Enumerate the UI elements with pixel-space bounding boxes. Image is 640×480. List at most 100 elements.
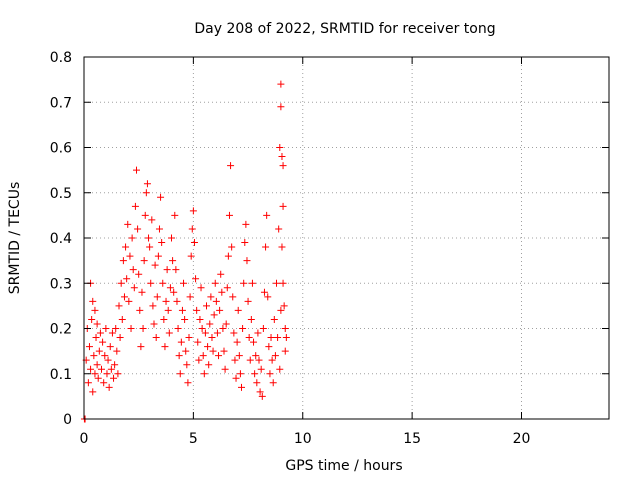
data-point <box>146 243 154 251</box>
data-point <box>236 370 244 378</box>
data-point <box>224 252 232 260</box>
data-point <box>168 234 175 242</box>
data-point <box>269 379 277 387</box>
data-point <box>223 284 231 292</box>
data-point <box>122 243 130 251</box>
data-point <box>276 365 284 373</box>
data-point <box>180 279 188 287</box>
grid <box>84 57 609 419</box>
data-point <box>140 257 148 265</box>
y-tick-label: 0.8 <box>50 50 72 66</box>
data-point <box>219 325 227 332</box>
data-point <box>93 320 101 328</box>
data-point <box>266 370 274 378</box>
data-point <box>127 325 135 332</box>
y-tick-label: 0 <box>63 412 72 428</box>
data-point <box>142 189 150 197</box>
data-point <box>210 311 218 319</box>
data-point <box>280 302 288 310</box>
data-point <box>239 325 247 332</box>
data-point <box>131 202 139 210</box>
data-point <box>162 297 170 305</box>
data-point <box>279 162 287 170</box>
data-point <box>192 275 200 283</box>
data-point <box>282 334 290 342</box>
data-point <box>270 315 278 323</box>
data-point <box>277 103 285 111</box>
data-point <box>260 288 268 296</box>
data-point <box>277 306 285 314</box>
chart-title: Day 208 of 2022, SRMTID for receiver ton… <box>194 21 495 37</box>
data-point <box>186 293 194 301</box>
data-point <box>157 193 165 201</box>
data-point <box>256 388 264 396</box>
data-point <box>103 370 111 378</box>
data-point <box>243 257 251 265</box>
y-tick-label: 0.4 <box>50 231 72 247</box>
data-point <box>177 338 185 346</box>
data-point <box>232 374 240 382</box>
data-point <box>96 329 104 337</box>
data-point <box>153 293 161 301</box>
y-tick-label: 0.1 <box>50 367 72 383</box>
data-point <box>134 225 142 233</box>
data-point <box>197 284 205 292</box>
data-point <box>172 266 180 274</box>
data-point <box>242 220 250 228</box>
data-point <box>229 293 237 301</box>
data-point <box>277 80 285 88</box>
data-point <box>158 239 166 247</box>
data-point <box>262 243 270 251</box>
data-point <box>199 352 207 360</box>
data-point <box>147 279 155 287</box>
data-point <box>90 352 98 360</box>
data-point <box>252 352 260 360</box>
data-point <box>198 325 206 332</box>
data-point <box>119 257 127 265</box>
x-tick-label: 15 <box>403 431 421 447</box>
data-point <box>152 334 160 342</box>
axis-ticks: 0 0.1 0.2 0.3 0.4 0.5 0.6 0.7 0.8 0 5 10 15 20 <box>50 50 609 447</box>
data-point <box>254 329 262 337</box>
data-point <box>128 234 136 242</box>
data-point <box>145 234 153 242</box>
data-point <box>154 252 162 260</box>
data-point <box>149 302 157 310</box>
data-point <box>241 239 249 247</box>
data-point <box>85 343 93 351</box>
data-point <box>184 379 192 387</box>
data-point <box>84 379 92 387</box>
data-point <box>259 325 267 332</box>
data-point <box>100 379 108 387</box>
data-point <box>215 352 223 360</box>
data-point <box>225 211 233 219</box>
data-point <box>143 180 151 188</box>
data-point <box>220 347 228 355</box>
data-point <box>176 370 184 378</box>
data-point <box>123 275 131 283</box>
data-point <box>150 320 158 328</box>
y-tick-label: 0.7 <box>50 95 72 111</box>
data-point <box>98 365 105 373</box>
data-point <box>141 211 149 219</box>
data-point <box>110 374 118 382</box>
data-point <box>155 225 163 233</box>
data-point <box>126 252 134 260</box>
data-point <box>112 325 120 332</box>
data-point <box>101 352 109 360</box>
data-point <box>222 320 230 328</box>
data-point <box>244 297 252 305</box>
data-point <box>88 315 96 323</box>
x-tick-label: 5 <box>189 431 198 447</box>
y-tick-label: 0.2 <box>50 322 72 338</box>
data-points <box>80 80 290 423</box>
data-point <box>208 334 216 342</box>
y-tick-label: 0.6 <box>50 141 72 157</box>
data-point <box>268 356 276 364</box>
data-point <box>89 388 97 396</box>
x-axis-label: GPS time / hours <box>285 458 402 474</box>
data-point <box>253 379 261 387</box>
data-point <box>164 306 172 314</box>
data-point <box>183 361 191 369</box>
